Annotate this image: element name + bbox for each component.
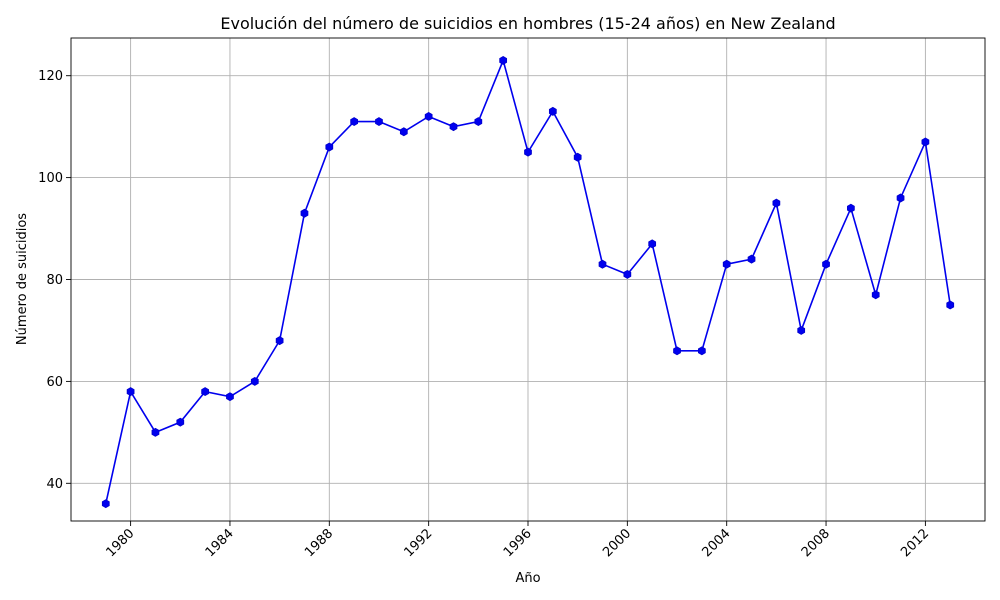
- y-tick-label: 60: [46, 375, 63, 390]
- data-point: [946, 300, 955, 310]
- x-tick-label: 2008: [799, 526, 833, 560]
- y-axis-label: Número de suicidios: [15, 213, 30, 345]
- x-tick-label: 2012: [898, 526, 932, 560]
- x-tick-label: 2000: [600, 526, 634, 560]
- data-point: [499, 55, 508, 65]
- data-point: [673, 346, 681, 356]
- data-point: [226, 392, 234, 402]
- data-point: [921, 137, 930, 147]
- x-axis-label: Año: [515, 571, 540, 586]
- data-point: [474, 117, 483, 127]
- y-tick-label: 40: [46, 477, 63, 492]
- x-tick-label: 1988: [302, 526, 336, 560]
- data-point: [151, 427, 160, 437]
- data-point: [375, 117, 383, 127]
- x-tick-label: 2004: [700, 526, 734, 560]
- y-tick-label: 80: [46, 273, 63, 288]
- data-point: [275, 336, 284, 346]
- data-point: [896, 193, 905, 203]
- data-point: [250, 376, 259, 386]
- data-point: [399, 127, 408, 137]
- data-point: [598, 259, 607, 269]
- data-point: [126, 387, 135, 397]
- data-point: [772, 198, 781, 208]
- data-point: [871, 290, 880, 300]
- data-point: [424, 111, 433, 121]
- x-tick-label: 1992: [401, 526, 435, 560]
- x-tick-label: 1980: [103, 526, 137, 560]
- data-point: [350, 117, 359, 127]
- data-point: [300, 208, 309, 218]
- plot-frame: [70, 37, 986, 522]
- grid: [71, 38, 985, 521]
- series: [101, 55, 955, 509]
- data-point: [201, 387, 209, 397]
- data-point: [797, 325, 806, 335]
- data-point: [101, 499, 110, 509]
- x-tick-label: 1996: [501, 526, 535, 560]
- data-point: [697, 346, 706, 356]
- y-tick-label: 120: [38, 69, 63, 84]
- data-point: [623, 269, 632, 279]
- y-tick-label: 100: [38, 171, 63, 186]
- data-point: [449, 122, 458, 132]
- data-point: [524, 147, 532, 157]
- data-point: [573, 152, 582, 162]
- x-tick-label: 1984: [203, 526, 237, 560]
- data-point: [176, 417, 185, 427]
- data-point: [722, 259, 731, 269]
- data-point: [747, 254, 756, 264]
- data-point: [847, 203, 855, 213]
- data-point: [548, 106, 557, 116]
- data-point: [325, 142, 334, 152]
- data-point: [648, 239, 657, 249]
- chart-title: Evolución del número de suicidios en hom…: [220, 14, 835, 33]
- data-point: [822, 259, 830, 269]
